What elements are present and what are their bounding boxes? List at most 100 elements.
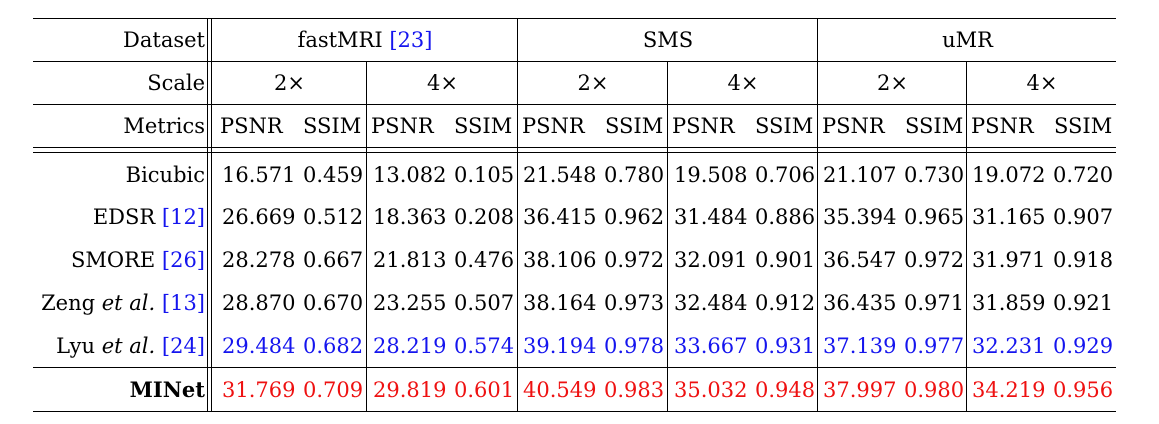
value-cell: 0.709 — [303, 378, 364, 402]
method-name: Bicubic — [125, 163, 205, 187]
value-cell: 0.977 — [904, 334, 965, 358]
value-cell: 26.669 — [222, 205, 296, 229]
value-cell: 0.921 — [1053, 291, 1114, 315]
citation-link[interactable]: [13] — [161, 291, 205, 315]
value-cell: 38.164 — [523, 291, 597, 315]
value-cell: 0.105 — [454, 163, 515, 187]
table-row: SMORE [26] 28.278 0.667 21.813 0.476 38.… — [33, 240, 1116, 280]
metric-psnr: PSNR — [371, 114, 434, 138]
value-cell: 39.194 — [523, 334, 597, 358]
value-cell: 0.720 — [1053, 163, 1114, 187]
metric-ssim: SSIM — [605, 114, 664, 138]
value-cell: 0.706 — [755, 163, 816, 187]
value-cell: 0.973 — [604, 291, 665, 315]
metric-ssim: SSIM — [1054, 114, 1113, 138]
method-name: MINet — [129, 377, 205, 402]
scale-label: Scale — [147, 71, 205, 95]
value-cell: 0.507 — [454, 291, 515, 315]
value-cell: 0.956 — [1053, 378, 1114, 402]
value-cell: 35.032 — [674, 378, 748, 402]
metric-psnr: PSNR — [522, 114, 585, 138]
table-row-second-best: Lyu et al. [24] 29.484 0.682 28.219 0.57… — [33, 326, 1116, 366]
dataset-fastmri: fastMRI [23] — [297, 28, 433, 52]
value-cell: 37.997 — [823, 378, 897, 402]
dataset-umr: uMR — [942, 28, 993, 52]
value-cell: 0.574 — [454, 334, 515, 358]
scale-cell: 4× — [727, 71, 759, 95]
value-cell: 21.107 — [823, 163, 897, 187]
citation-link[interactable]: [23] — [389, 28, 433, 52]
value-cell: 0.682 — [303, 334, 364, 358]
dataset-row: Dataset fastMRI [23] SMS uMR — [33, 20, 1116, 60]
value-cell: 0.670 — [303, 291, 364, 315]
scale-row: Scale 2× 4× 2× 4× 2× 4× — [33, 63, 1116, 103]
citation-link[interactable]: [26] — [161, 248, 205, 272]
metric-ssim: SSIM — [454, 114, 513, 138]
metric-psnr: PSNR — [971, 114, 1034, 138]
value-cell: 0.948 — [755, 378, 816, 402]
value-cell: 29.484 — [222, 334, 296, 358]
metric-ssim: SSIM — [755, 114, 814, 138]
metrics-label: Metrics — [123, 114, 205, 138]
value-cell: 21.813 — [373, 248, 447, 272]
value-cell: 31.165 — [972, 205, 1046, 229]
value-cell: 0.962 — [604, 205, 665, 229]
table-row: EDSR [12] 26.669 0.512 18.363 0.208 36.4… — [33, 197, 1116, 237]
method-name: SMORE [26] — [70, 248, 205, 272]
metric-ssim: SSIM — [905, 114, 964, 138]
metric-psnr: PSNR — [220, 114, 283, 138]
value-cell: 18.363 — [373, 205, 447, 229]
value-cell: 28.278 — [222, 248, 296, 272]
rule-scale — [33, 104, 1116, 106]
scale-divider-1 — [366, 61, 368, 411]
dataset-label: Dataset — [123, 28, 205, 52]
scale-cell: 4× — [1026, 71, 1058, 95]
scale-divider-3 — [966, 61, 968, 411]
value-cell: 0.918 — [1053, 248, 1114, 272]
value-cell: 0.965 — [904, 205, 965, 229]
value-cell: 0.667 — [303, 248, 364, 272]
method-name: EDSR [12] — [92, 205, 205, 229]
value-cell: 0.972 — [904, 248, 965, 272]
value-cell: 28.870 — [222, 291, 296, 315]
value-cell: 40.549 — [523, 378, 597, 402]
label-divider-2 — [211, 18, 213, 411]
value-cell: 32.231 — [972, 334, 1046, 358]
value-cell: 0.730 — [904, 163, 965, 187]
dataset-divider-1 — [517, 18, 519, 411]
value-cell: 35.394 — [823, 205, 897, 229]
citation-link[interactable]: [24] — [161, 334, 205, 358]
citation-link[interactable]: [12] — [161, 205, 205, 229]
table-row: Zeng et al. [13] 28.870 0.670 23.255 0.5… — [33, 283, 1116, 323]
rule-metrics-2 — [33, 152, 1116, 154]
value-cell: 36.435 — [823, 291, 897, 315]
value-cell: 33.667 — [674, 334, 748, 358]
value-cell: 0.780 — [604, 163, 665, 187]
bottom-rule — [33, 411, 1116, 413]
value-cell: 16.571 — [222, 163, 296, 187]
value-cell: 0.907 — [1053, 205, 1114, 229]
top-rule — [33, 18, 1116, 20]
table-row: Bicubic 16.571 0.459 13.082 0.105 21.548… — [33, 155, 1116, 195]
value-cell: 28.219 — [373, 334, 447, 358]
value-cell: 37.139 — [823, 334, 897, 358]
dataset-divider-2 — [817, 18, 819, 411]
value-cell: 38.106 — [523, 248, 597, 272]
dataset-sms: SMS — [642, 28, 694, 52]
value-cell: 0.476 — [454, 248, 515, 272]
value-cell: 0.208 — [454, 205, 515, 229]
value-cell: 19.072 — [972, 163, 1046, 187]
rule-before-minet — [33, 367, 1116, 369]
value-cell: 0.972 — [604, 248, 665, 272]
scale-cell: 4× — [427, 71, 458, 95]
value-cell: 23.255 — [373, 291, 447, 315]
value-cell: 32.091 — [674, 248, 748, 272]
value-cell: 0.912 — [755, 291, 816, 315]
value-cell: 34.219 — [972, 378, 1046, 402]
value-cell: 31.859 — [972, 291, 1046, 315]
value-cell: 0.931 — [755, 334, 816, 358]
value-cell: 31.769 — [222, 378, 296, 402]
value-cell: 0.886 — [755, 205, 816, 229]
value-cell: 36.415 — [523, 205, 597, 229]
scale-cell: 2× — [274, 71, 305, 95]
